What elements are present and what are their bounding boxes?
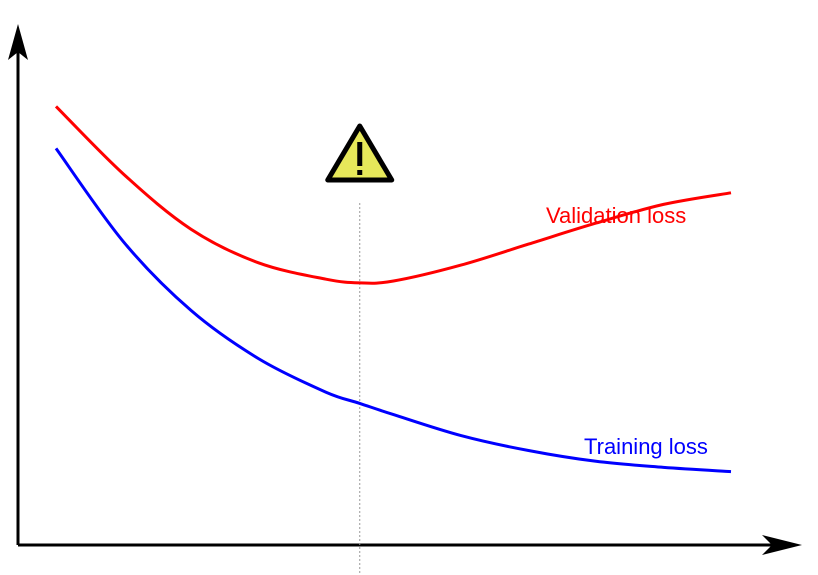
validation-loss-label: Validation loss [546,203,686,228]
y-axis-arrow-icon [8,24,28,60]
x-axis-arrow-icon [762,535,802,555]
training-loss-label: Training loss [584,434,708,459]
training-loss-line [54,147,732,474]
validation-loss-line [54,105,732,285]
warning-icon [325,123,395,183]
x-axis [18,535,802,555]
y-axis [8,24,28,545]
